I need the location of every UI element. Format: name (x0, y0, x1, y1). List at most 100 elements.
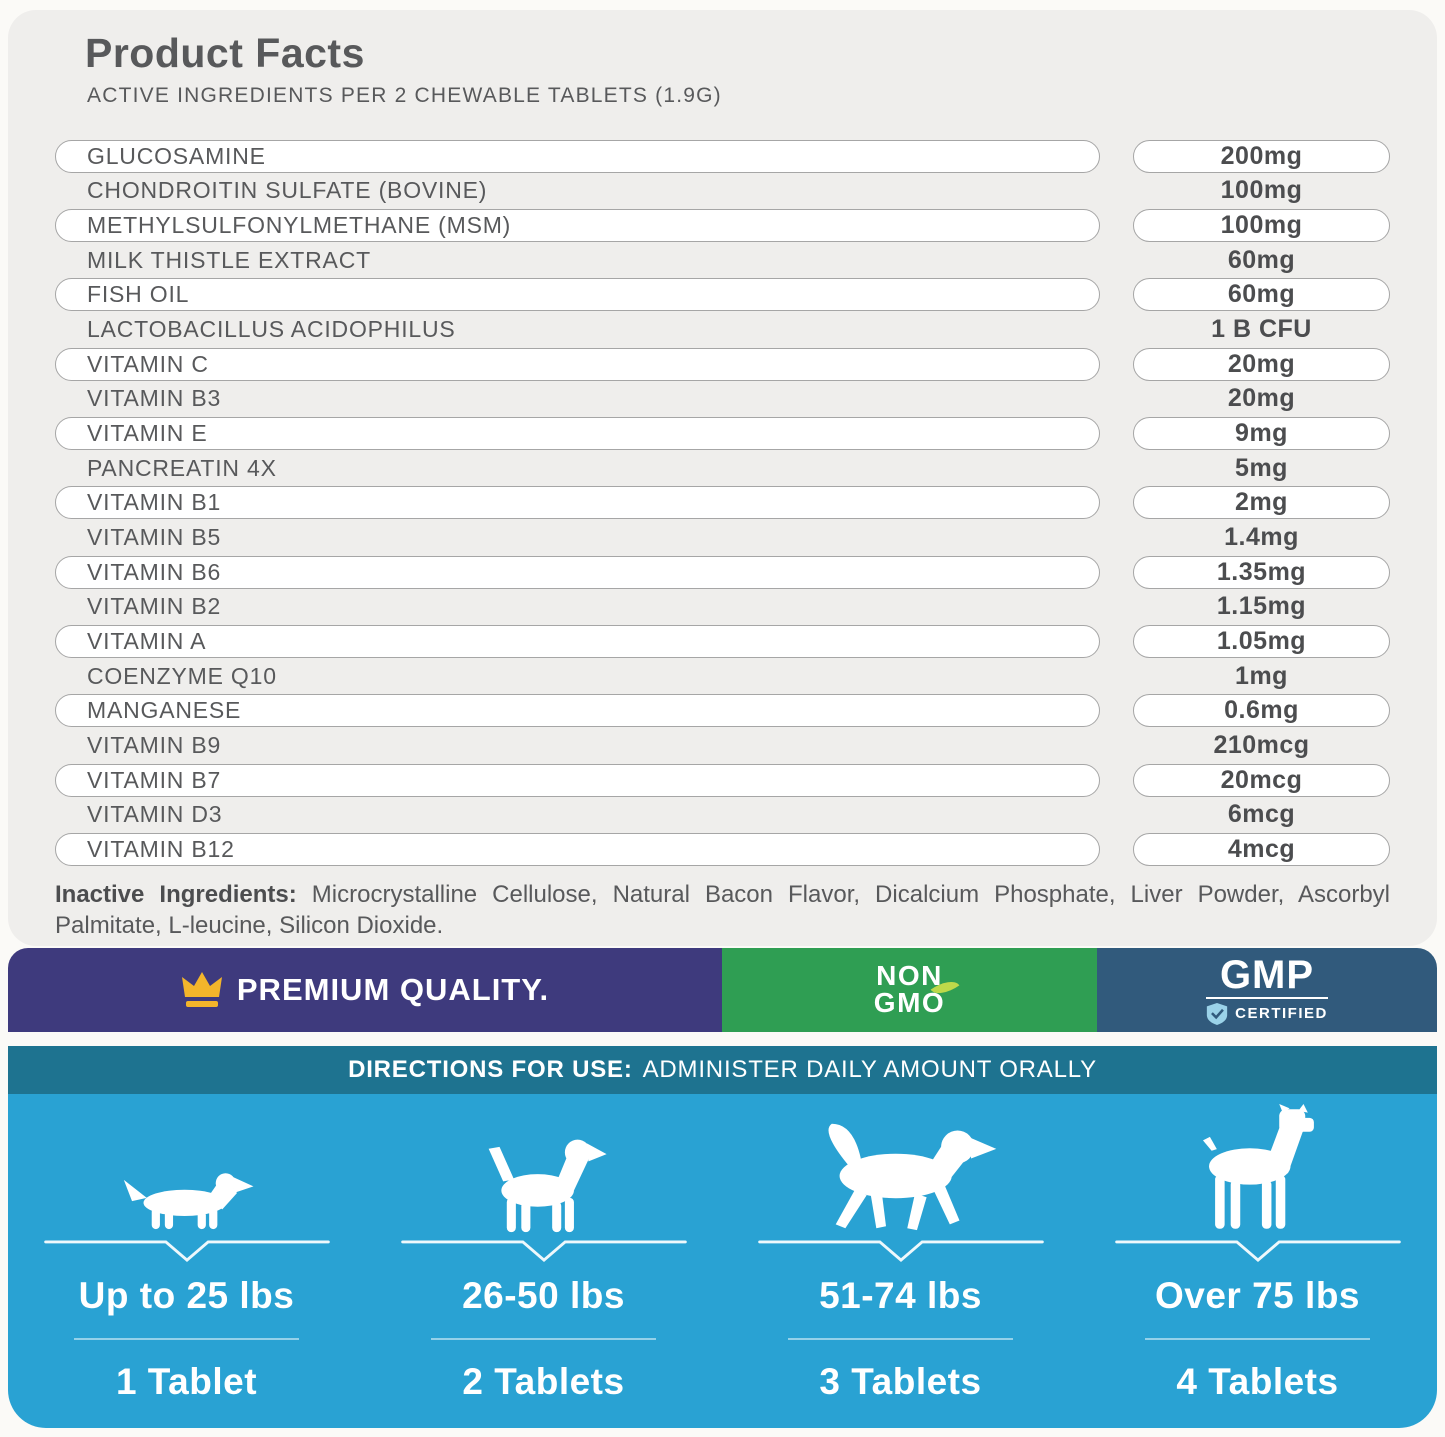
ingredient-name: CHONDROITIN SULFATE (BOVINE) (87, 177, 488, 204)
ingredient-name: VITAMIN C (55, 347, 1100, 381)
ingredient-row: CHONDROITIN SULFATE (BOVINE) 100mg (55, 174, 1437, 209)
ingredient-value: 1.4mg (1224, 523, 1299, 552)
ingredient-name: VITAMIN B5 (87, 524, 222, 551)
ingredient-row: VITAMIN B7 20mcg (55, 763, 1437, 798)
badges-row: PREMIUM QUALITY. NON GMO GMP CERTIFIED (8, 948, 1437, 1032)
ingredient-row: VITAMIN E 9mg (55, 416, 1437, 451)
gmp-label: GMP (1219, 952, 1315, 997)
gmp-certified-label: CERTIFIED (1235, 1005, 1328, 1022)
bracket-notch (757, 1240, 1044, 1263)
inactive-ingredients-label: Inactive Ingredients: (55, 880, 297, 908)
divider-line (74, 1338, 299, 1340)
ingredient-row: VITAMIN B1 2mg (55, 486, 1437, 521)
inactive-ingredients: Inactive Ingredients: Microcrystalline C… (55, 879, 1390, 941)
ingredient-name: GLUCOSAMINE (55, 139, 1100, 173)
ingredient-value: 60mg (1227, 245, 1296, 274)
divider-line (431, 1338, 656, 1340)
inactive-ingredients-text: Microcrystalline Cellulose, Natural Baco… (55, 880, 1391, 939)
ingredient-value: 9mg (1133, 417, 1390, 451)
bracket-notch (1114, 1240, 1401, 1263)
ingredient-name: MANGANESE (55, 694, 1100, 728)
ingredient-name: VITAMIN B9 (87, 731, 222, 758)
directions-header: DIRECTIONS FOR USE: ADMINISTER DAILY AMO… (8, 1046, 1437, 1094)
ingredient-name: VITAMIN E (55, 417, 1100, 451)
ingredient-value: 100mg (1133, 209, 1390, 243)
ingredient-name: PANCREATIN 4X (87, 454, 277, 481)
ingredient-value: 1mg (1235, 661, 1288, 690)
divider-line (788, 1338, 1013, 1340)
ingredient-name: VITAMIN D3 (87, 801, 223, 828)
boxer-icon (1178, 1104, 1338, 1234)
dosage-column: 26-50 lbs 2 Tablets (365, 1104, 722, 1428)
premium-quality-label: PREMIUM QUALITY. (236, 972, 550, 1007)
gmp-certified-row: CERTIFIED (1206, 996, 1328, 1026)
medium-dog-icon (474, 1104, 614, 1234)
ingredient-name: VITAMIN A (55, 625, 1100, 659)
ingredient-value: 0.6mg (1133, 694, 1390, 728)
shield-check-icon (1207, 1002, 1228, 1025)
gmp-badge: GMP CERTIFIED (1097, 948, 1437, 1032)
non-gmo-line2: GMO (873, 987, 946, 1018)
ingredient-name: FISH OIL (55, 278, 1100, 312)
tablet-count: 4 Tablets (1176, 1361, 1339, 1402)
ingredient-value: 20mg (1133, 347, 1390, 381)
ingredient-name: LACTOBACILLUS ACIDOPHILUS (87, 316, 456, 343)
ingredient-value: 1.15mg (1216, 592, 1307, 621)
ingredient-name: VITAMIN B6 (55, 555, 1100, 589)
ingredient-row: VITAMIN B6 1.35mg (55, 555, 1437, 590)
ingredient-value: 100mg (1220, 176, 1303, 205)
ingredient-row: COENZYME Q10 1mg (55, 659, 1437, 694)
ingredient-value: 4mcg (1133, 832, 1390, 866)
ingredient-value: 2mg (1133, 486, 1390, 520)
ingredient-name: VITAMIN B1 (55, 486, 1100, 520)
ingredient-name: VITAMIN B3 (87, 385, 222, 412)
ingredient-row: VITAMIN D3 6mcg (55, 797, 1437, 832)
tablet-count: 2 Tablets (462, 1361, 625, 1402)
panel-subtitle: ACTIVE INGREDIENTS PER 2 CHEWABLE TABLET… (87, 84, 722, 107)
ingredient-row: PANCREATIN 4X 5mg (55, 451, 1437, 486)
ingredient-value: 210mcg (1213, 730, 1310, 759)
divider-line (1145, 1338, 1370, 1340)
ingredient-value: 60mg (1133, 278, 1390, 312)
ingredient-name: VITAMIN B7 (55, 763, 1100, 797)
directions-header-bold: DIRECTIONS FOR USE: (348, 1056, 633, 1083)
non-gmo-badge: NON GMO (722, 948, 1097, 1032)
weight-range: 51-74 lbs (819, 1275, 982, 1316)
crown-icon (181, 972, 222, 1007)
ingredient-row: FISH OIL 60mg (55, 278, 1437, 313)
dachshund-icon (112, 1104, 262, 1234)
ingredient-value: 1.05mg (1133, 625, 1390, 659)
ingredient-row: VITAMIN B12 4mcg (55, 832, 1437, 867)
weight-range: Over 75 lbs (1154, 1275, 1360, 1316)
premium-quality-badge: PREMIUM QUALITY. (8, 948, 722, 1032)
ingredient-name: VITAMIN B12 (55, 832, 1100, 866)
page-title: Product Facts (85, 30, 365, 76)
weight-range: 26-50 lbs (462, 1275, 625, 1316)
dosage-column: Over 75 lbs 4 Tablets (1079, 1104, 1436, 1428)
non-gmo-line1: NON (876, 960, 943, 992)
ingredient-value: 1.35mg (1133, 555, 1390, 589)
ingredient-row: MANGANESE 0.6mg (55, 694, 1437, 729)
ingredients-table: GLUCOSAMINE 200mg CHONDROITIN SULFATE (B… (55, 139, 1437, 867)
ingredient-name: COENZYME Q10 (87, 662, 277, 689)
weight-range: Up to 25 lbs (78, 1275, 295, 1316)
ingredient-row: VITAMIN B3 20mg (55, 382, 1437, 417)
directions-header-text: ADMINISTER DAILY AMOUNT ORALLY (642, 1056, 1097, 1083)
ingredient-name: MILK THISTLE EXTRACT (87, 246, 371, 273)
ingredient-row: VITAMIN B5 1.4mg (55, 520, 1437, 555)
ingredient-row: VITAMIN B2 1.15mg (55, 590, 1437, 625)
ingredient-value: 20mcg (1133, 763, 1390, 797)
bracket-notch (400, 1240, 687, 1263)
ingredient-row: GLUCOSAMINE 200mg (55, 139, 1437, 174)
ingredient-row: MILK THISTLE EXTRACT 60mg (55, 243, 1437, 278)
ingredient-name: VITAMIN B2 (87, 593, 222, 620)
ingredient-value: 1 B CFU (1211, 315, 1312, 344)
ingredient-row: VITAMIN B9 210mcg (55, 728, 1437, 763)
ingredient-row: VITAMIN C 20mg (55, 347, 1437, 382)
ingredient-row: VITAMIN A 1.05mg (55, 624, 1437, 659)
dosage-column: 51-74 lbs 3 Tablets (722, 1104, 1079, 1428)
product-facts-panel: Product Facts ACTIVE INGREDIENTS PER 2 C… (8, 10, 1437, 946)
tablet-count: 1 Tablet (115, 1361, 258, 1402)
ingredient-value: 5mg (1235, 453, 1288, 482)
